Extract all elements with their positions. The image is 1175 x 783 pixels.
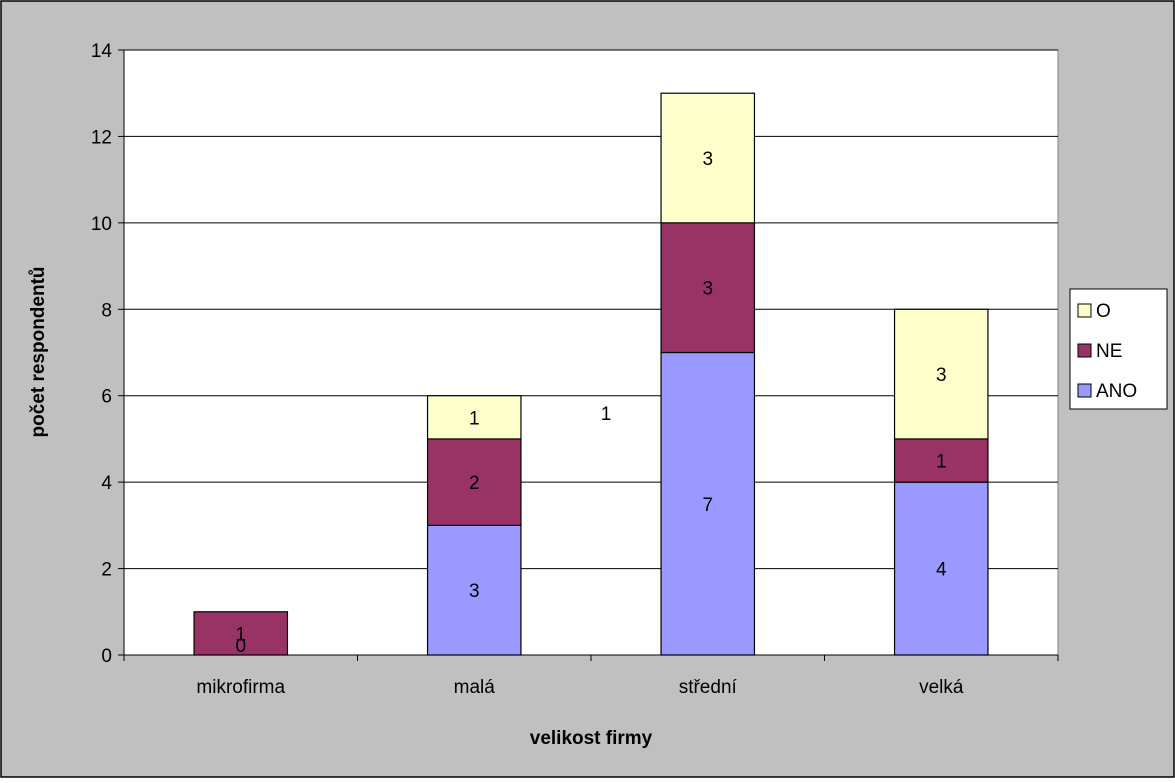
data-label-ano: 7 — [702, 495, 713, 516]
y-tick-label: 14 — [91, 41, 113, 62]
y-tick-label: 8 — [101, 300, 112, 321]
y-axis-title: počet respondentů — [28, 266, 49, 437]
data-label-ne: 1 — [235, 624, 246, 645]
bar-ano — [426, 524, 522, 656]
bar-ne — [193, 611, 289, 656]
bar-ano — [893, 481, 989, 656]
bar-ne — [426, 438, 522, 526]
data-label-ano: 3 — [469, 581, 480, 602]
y-tick-label: 6 — [101, 387, 112, 408]
bar-o — [426, 395, 522, 440]
y-tick-label: 0 — [101, 646, 112, 667]
data-label-ne: 2 — [469, 473, 480, 494]
data-label-o: 3 — [936, 365, 947, 386]
y-tick-label: 2 — [101, 560, 112, 581]
bar-ano — [660, 351, 756, 656]
y-tick-label: 4 — [101, 473, 112, 494]
legend-label-ano: ANO — [1096, 381, 1137, 402]
bar-ne — [893, 438, 989, 483]
data-label-o: 3 — [702, 149, 713, 170]
data-label-o: 1 — [469, 408, 480, 429]
legend-swatch-o — [1077, 303, 1092, 318]
floating-data-label: 1 — [601, 404, 612, 425]
legend: O NE ANO — [1069, 288, 1168, 410]
x-tick-label: střední — [679, 677, 738, 698]
legend-swatch-ne — [1077, 343, 1092, 358]
bar-ne — [660, 222, 756, 354]
data-label-ne: 1 — [936, 452, 947, 473]
data-label-ano: 0 — [235, 636, 246, 657]
bars — [193, 92, 989, 656]
y-tick-label: 12 — [91, 127, 112, 148]
data-label-ne: 3 — [702, 279, 713, 300]
legend-label-o: O — [1096, 301, 1111, 322]
x-tick-label: malá — [454, 677, 496, 698]
bar-o — [660, 92, 756, 224]
y-tick-label: 10 — [91, 214, 112, 235]
x-tick-label: velká — [919, 677, 964, 698]
bar-o — [893, 308, 989, 440]
x-axis-title: velikost firmy — [530, 728, 653, 749]
x-tick-label: mikrofirma — [196, 677, 285, 698]
legend-swatch-ano — [1077, 383, 1092, 398]
legend-label-ne: NE — [1096, 341, 1122, 362]
data-label-ano: 4 — [936, 560, 947, 581]
